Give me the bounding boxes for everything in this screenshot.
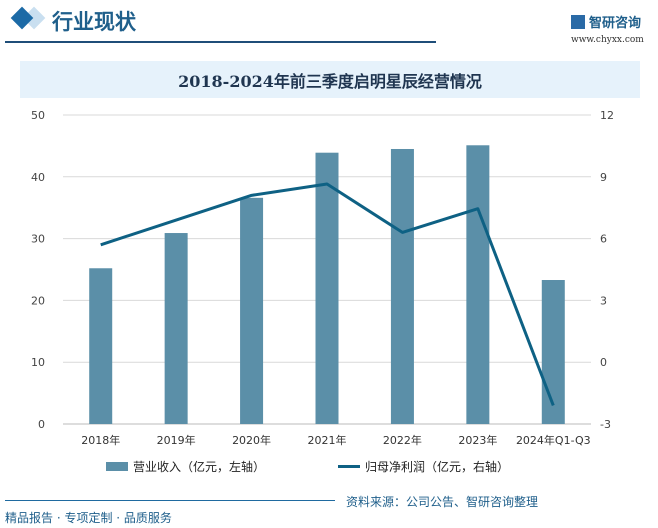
header-divider: [5, 41, 436, 43]
x-tick-label: 2018年: [81, 433, 120, 447]
y-right-tick-label: -3: [600, 418, 611, 431]
x-tick-label: 2024年Q1-Q3: [516, 433, 591, 447]
y-right-tick-label: 9: [600, 171, 607, 184]
footer-divider: [5, 500, 335, 501]
legend-item-revenue: 营业收入（亿元，左轴）: [106, 458, 265, 475]
y-right-tick-label: 12: [600, 109, 614, 122]
source-note: 资料来源：公司公告、智研咨询整理: [346, 495, 539, 509]
legend-item-profit: 归母净利润（亿元，右轴）: [338, 458, 509, 475]
y-left-tick-label: 50: [31, 109, 45, 122]
x-tick-label: 2022年: [383, 433, 422, 447]
legend-label: 营业收入（亿元，左轴）: [133, 460, 266, 474]
bar-revenue: [89, 268, 113, 424]
logo-text: 智研咨询: [589, 16, 642, 31]
bar-revenue: [240, 197, 264, 424]
x-tick-label: 2023年: [458, 433, 497, 447]
x-tick-label: 2020年: [232, 433, 271, 447]
site-url: www.chyxx.com: [571, 35, 644, 45]
bar-revenue: [315, 152, 339, 424]
y-left-tick-label: 0: [38, 418, 45, 431]
bar-revenue: [164, 233, 188, 424]
y-left-tick-label: 40: [31, 171, 45, 184]
y-left-tick-label: 30: [31, 233, 45, 246]
bar-revenue: [466, 145, 490, 425]
y-right-tick-label: 0: [600, 356, 607, 369]
slogan: 精品报告 · 专项定制 · 品质服务: [5, 511, 172, 525]
logo-icon: [571, 15, 585, 29]
y-left-tick-label: 20: [31, 294, 45, 307]
bar-revenue: [390, 148, 414, 425]
legend-label: 归母净利润（亿元，右轴）: [365, 460, 510, 474]
y-right-tick-label: 3: [600, 294, 607, 307]
logo: 智研咨询: [571, 12, 641, 31]
legend-swatch: [338, 465, 360, 468]
x-tick-label: 2021年: [308, 433, 347, 447]
section-title: 行业现状: [52, 10, 136, 34]
chart-title-box: 2018-2024年前三季度启明星辰经营情况: [20, 61, 640, 98]
y-left-tick-label: 10: [31, 356, 45, 369]
y-right-tick-label: 6: [600, 233, 607, 246]
x-tick-label: 2019年: [157, 433, 196, 447]
legend-swatch: [106, 462, 128, 471]
chart-title: 2018-2024年前三季度启明星辰经营情况: [178, 71, 482, 91]
